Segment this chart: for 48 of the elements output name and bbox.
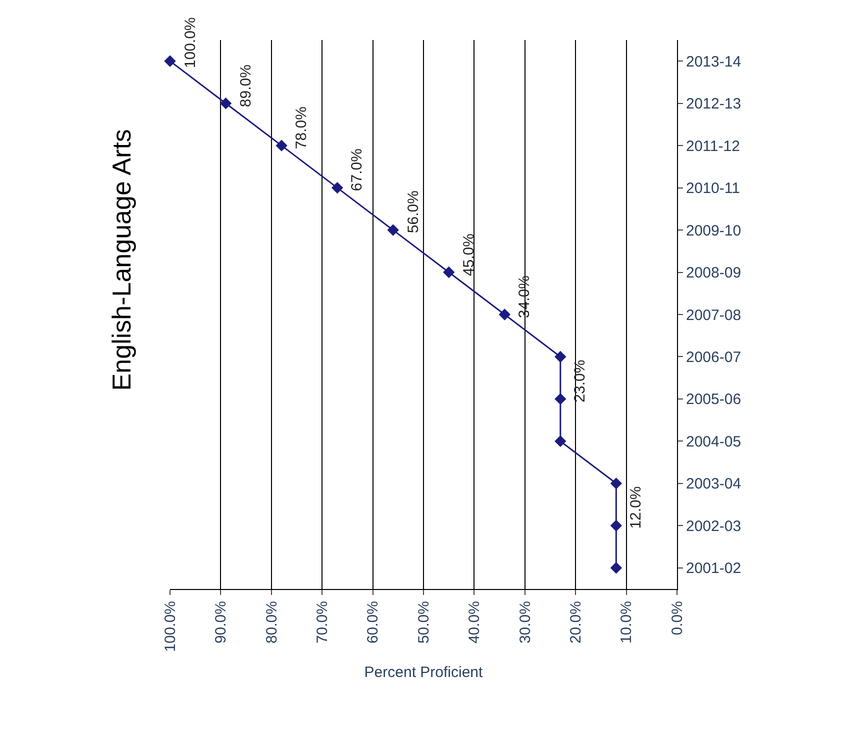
point	[331, 182, 344, 194]
data-label: 100.0%	[182, 17, 199, 68]
y-tick-label: 2006-07	[686, 348, 742, 366]
point	[554, 435, 566, 448]
data-label: 23.0%	[571, 360, 588, 402]
point	[554, 393, 566, 405]
point	[610, 478, 622, 490]
point	[610, 520, 622, 532]
x-tick-label: 80.0%	[263, 601, 280, 644]
x-tick-label: 20.0%	[567, 601, 584, 644]
y-tick-label: 2005-06	[686, 391, 742, 408]
x-tick-label: 60.0%	[364, 601, 382, 644]
point	[610, 562, 622, 574]
text: English-Language Arts	[106, 129, 136, 391]
point	[554, 350, 566, 363]
y-tick-label: 2010-11	[686, 180, 740, 198]
x-axis-title: Percent Proficient	[364, 664, 484, 681]
data-label: 78.0%	[292, 106, 310, 150]
x-tick-label: 40.0%	[466, 601, 484, 644]
y-tick-label: 2011-12	[686, 138, 740, 155]
data-label: 34.0%	[516, 276, 534, 318]
data-label: 45.0%	[460, 234, 478, 276]
x-tick-label: 90.0%	[212, 601, 230, 644]
x-tick-label: 100.0%	[162, 601, 179, 652]
y-tick-label: 2002-03	[686, 518, 742, 535]
data-label: 12.0%	[628, 486, 645, 529]
data-label: 56.0%	[405, 190, 422, 234]
data-label: 89.0%	[237, 64, 254, 108]
y-tick-label: 2012-13	[686, 96, 742, 113]
point	[387, 224, 399, 236]
y-tick-label: 2001-02	[686, 560, 742, 578]
y-tick-label: 2013-14	[686, 53, 742, 70]
point	[276, 140, 288, 152]
y-tick-label: 2004-05	[686, 433, 742, 450]
y-tick-label: 2008-09	[686, 264, 742, 282]
x-tick-label: 10.0%	[618, 601, 636, 644]
y-tick-label: 2009-10	[686, 222, 742, 240]
point	[498, 308, 510, 320]
x-tick-label: 30.0%	[516, 601, 534, 644]
x-tick-label: 50.0%	[415, 601, 432, 644]
x-tick-label: 0.0%	[668, 601, 686, 636]
y-tick-label: 2003-04	[686, 476, 742, 493]
point	[443, 266, 455, 278]
point	[220, 98, 232, 110]
y-tick-label: 2007-08	[686, 306, 742, 324]
data-label: 67.0%	[348, 148, 366, 192]
x-tick-label: 70.0%	[314, 601, 331, 644]
point	[164, 55, 176, 67]
